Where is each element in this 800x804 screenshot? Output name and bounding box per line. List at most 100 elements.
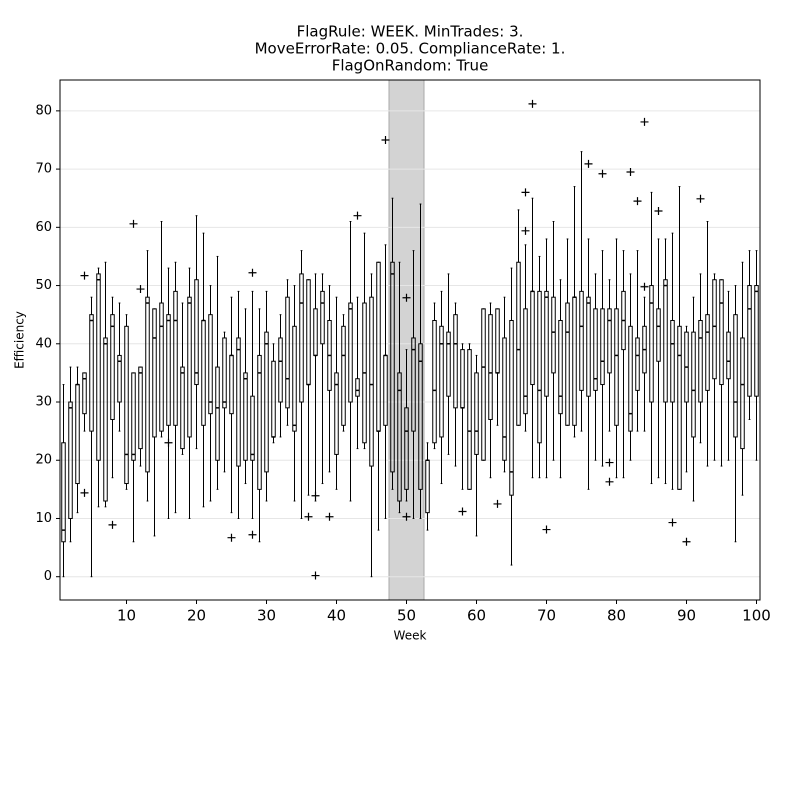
outlier [696,194,705,203]
box [593,308,598,391]
box [320,290,325,345]
box [579,290,584,391]
box [215,366,220,461]
x-tick-label: 10 [117,607,136,625]
outlier [598,169,607,178]
outlier [164,438,173,447]
y-tick-label: 80 [35,103,52,118]
box [390,261,395,473]
box [705,314,710,391]
box [565,302,570,426]
box [586,296,591,397]
outlier [654,207,663,216]
box [334,372,339,455]
y-tick-label: 50 [35,278,52,293]
box [187,296,192,438]
box [544,290,549,397]
box [173,290,178,426]
box [369,296,374,467]
box [481,308,486,461]
box [467,349,472,490]
outlier [528,99,537,108]
x-tick-label: 50 [397,607,416,625]
box [663,279,668,403]
chart-title: FlagRule: WEEK. MinTrades: 3. [297,23,524,41]
y-axis-label: Efficiency [13,311,27,369]
y-tick-label: 30 [35,395,52,410]
box [453,314,458,409]
box [180,366,185,450]
box [677,325,682,490]
box [299,273,304,403]
box [89,314,94,432]
box [257,354,262,490]
outlier [521,226,530,235]
outlier [80,488,89,497]
box [250,395,255,461]
box [117,354,122,403]
x-tick-label: 20 [187,607,206,625]
box [754,285,759,397]
box [488,314,493,420]
box [110,314,115,420]
box [474,372,479,455]
box [747,285,752,397]
chart-title: MoveErrorRate: 0.05. ComplianceRate: 1. [255,40,566,58]
outlier [108,520,117,529]
box [656,308,661,362]
y-tick-label: 60 [35,220,52,235]
y-tick-label: 20 [35,453,52,468]
outlier [402,293,411,302]
box [418,343,423,490]
outlier [458,507,467,516]
outlier [311,491,320,500]
y-tick-label: 10 [35,511,52,526]
box [523,308,528,415]
outlier [353,211,362,220]
x-tick-label: 30 [257,607,276,625]
box [600,308,605,386]
box [138,366,143,450]
outlier [80,271,89,280]
chart-title: FlagOnRandom: True [332,57,489,75]
outlier [325,512,334,521]
box [159,302,164,432]
box [61,442,66,543]
box [607,308,612,374]
outlier [542,525,551,534]
box [131,372,136,461]
box [649,285,654,403]
box [439,325,444,438]
outlier [682,537,691,546]
outlier [633,197,642,206]
box [208,314,213,415]
outlier [668,518,677,527]
box [124,325,129,485]
outlier [493,499,502,508]
box [670,319,675,403]
box [502,337,507,461]
box [82,372,87,415]
box [733,314,738,438]
box [614,308,619,426]
outlier [381,135,390,144]
box [628,325,633,432]
outlier [640,117,649,126]
x-tick-label: 90 [677,607,696,625]
outlier [605,477,614,486]
box [278,337,283,403]
box [558,319,563,415]
box [446,331,451,397]
box [404,407,409,490]
box [285,296,290,409]
x-tick-label: 80 [607,607,626,625]
box [222,337,227,409]
box [432,319,437,444]
box [348,302,353,403]
box [341,325,346,426]
box [103,337,108,502]
box [740,337,745,450]
x-tick-label: 40 [327,607,346,625]
box [509,319,514,496]
